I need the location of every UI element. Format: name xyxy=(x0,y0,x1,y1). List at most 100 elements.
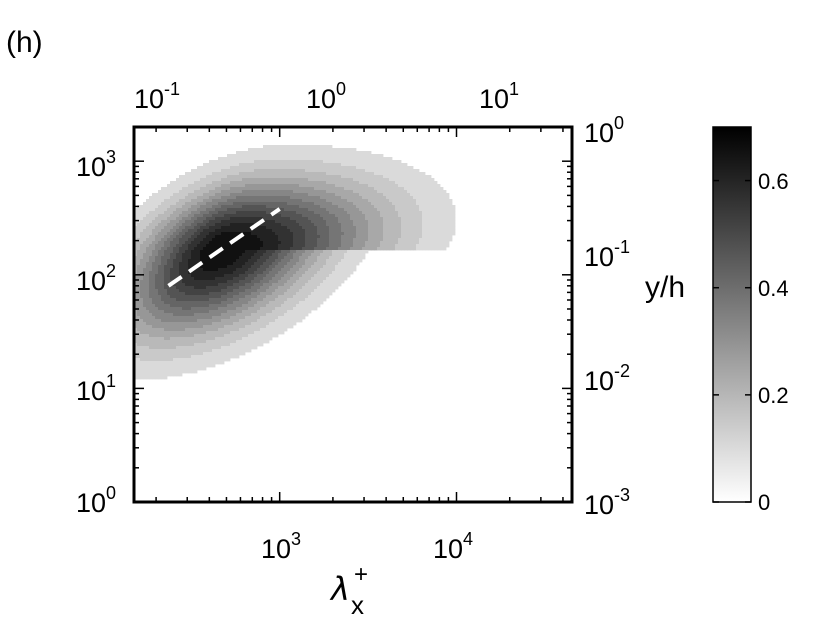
contour-cell xyxy=(152,217,156,221)
contour-cell xyxy=(203,268,207,272)
contour-cell xyxy=(179,259,183,263)
contour-cell xyxy=(230,235,234,239)
contour-cell xyxy=(158,250,162,254)
contour-cell xyxy=(308,175,312,179)
contour-cell xyxy=(260,286,264,290)
contour-cell xyxy=(419,196,423,200)
contour-cell xyxy=(362,232,366,236)
contour-cell xyxy=(245,244,249,248)
contour-cell xyxy=(164,193,168,197)
contour-cell xyxy=(260,301,264,305)
contour-cell xyxy=(449,214,453,218)
contour-cell xyxy=(440,241,444,245)
contour-cell xyxy=(350,232,354,236)
contour-cell xyxy=(296,148,300,152)
contour-cell xyxy=(293,304,297,308)
contour-cell xyxy=(248,283,252,287)
contour-cell xyxy=(317,202,321,206)
contour-cell xyxy=(200,274,204,278)
contour-cell xyxy=(197,202,201,206)
contour-cell xyxy=(206,229,210,233)
contour-cell xyxy=(179,238,183,242)
contour-cell xyxy=(290,178,294,182)
contour-cell xyxy=(143,268,147,272)
contour-cell xyxy=(374,190,378,194)
contour-cell xyxy=(449,226,453,230)
contour-cell xyxy=(272,331,276,335)
contour-cell xyxy=(140,283,144,287)
contour-cell xyxy=(206,211,210,215)
contour-cell xyxy=(308,307,312,311)
contour-cell xyxy=(311,307,315,311)
contour-cell xyxy=(362,220,366,224)
contour-cell xyxy=(251,169,255,173)
contour-cell xyxy=(356,229,360,233)
contour-cell xyxy=(194,184,198,188)
contour-cell xyxy=(293,250,297,254)
contour-cell xyxy=(263,214,267,218)
contour-cell xyxy=(350,163,354,167)
contour-cell xyxy=(239,220,243,224)
contour-cell xyxy=(299,151,303,155)
contour-cell xyxy=(278,184,282,188)
contour-cell xyxy=(254,160,258,164)
contour-cell xyxy=(359,247,363,251)
contour-cell xyxy=(179,310,183,314)
contour-cell xyxy=(155,322,159,326)
contour-cell xyxy=(416,214,420,218)
contour-cell xyxy=(263,208,267,212)
contour-cell xyxy=(332,259,336,263)
contour-cell xyxy=(356,226,360,230)
contour-cell xyxy=(296,223,300,227)
contour-cell xyxy=(263,229,267,233)
contour-cell xyxy=(293,223,297,227)
contour-cell xyxy=(344,226,348,230)
contour-cell xyxy=(224,316,228,320)
contour-cell xyxy=(434,202,438,206)
contour-cell xyxy=(206,304,210,308)
contour-cell xyxy=(353,166,357,170)
contour-cell xyxy=(182,178,186,182)
contour-cell xyxy=(320,238,324,242)
contour-cell xyxy=(377,187,381,191)
contour-cell xyxy=(167,253,171,257)
contour-cell xyxy=(212,190,216,194)
contour-cell xyxy=(212,298,216,302)
contour-cell xyxy=(185,244,189,248)
contour-cell xyxy=(281,301,285,305)
contour-cell xyxy=(161,211,165,215)
contour-cell xyxy=(134,208,138,212)
contour-cell xyxy=(299,307,303,311)
contour-cell xyxy=(176,325,180,329)
contour-cell xyxy=(242,316,246,320)
contour-cell xyxy=(290,295,294,299)
contour-cell xyxy=(152,244,156,248)
contour-cell xyxy=(305,262,309,266)
contour-cell xyxy=(236,280,240,284)
contour-cell xyxy=(215,196,219,200)
contour-cell xyxy=(176,184,180,188)
contour-cell xyxy=(179,334,183,338)
contour-cell xyxy=(335,196,339,200)
contour-cell xyxy=(284,256,288,260)
contour-cell xyxy=(314,166,318,170)
contour-cell xyxy=(176,256,180,260)
contour-cell xyxy=(230,154,234,158)
contour-cell xyxy=(248,220,252,224)
contour-cell xyxy=(167,310,171,314)
contour-cell xyxy=(311,265,315,269)
contour-cell xyxy=(194,238,198,242)
contour-cell xyxy=(188,193,192,197)
contour-cell xyxy=(209,163,213,167)
contour-cell xyxy=(152,328,156,332)
contour-cell xyxy=(314,172,318,176)
contour-cell xyxy=(260,223,264,227)
contour-cell xyxy=(251,244,255,248)
contour-cell xyxy=(434,232,438,236)
contour-cell xyxy=(146,271,150,275)
contour-cell xyxy=(419,208,423,212)
contour-cell xyxy=(245,304,249,308)
contour-cell xyxy=(134,289,138,293)
contour-cell xyxy=(236,166,240,170)
contour-cell xyxy=(179,235,183,239)
